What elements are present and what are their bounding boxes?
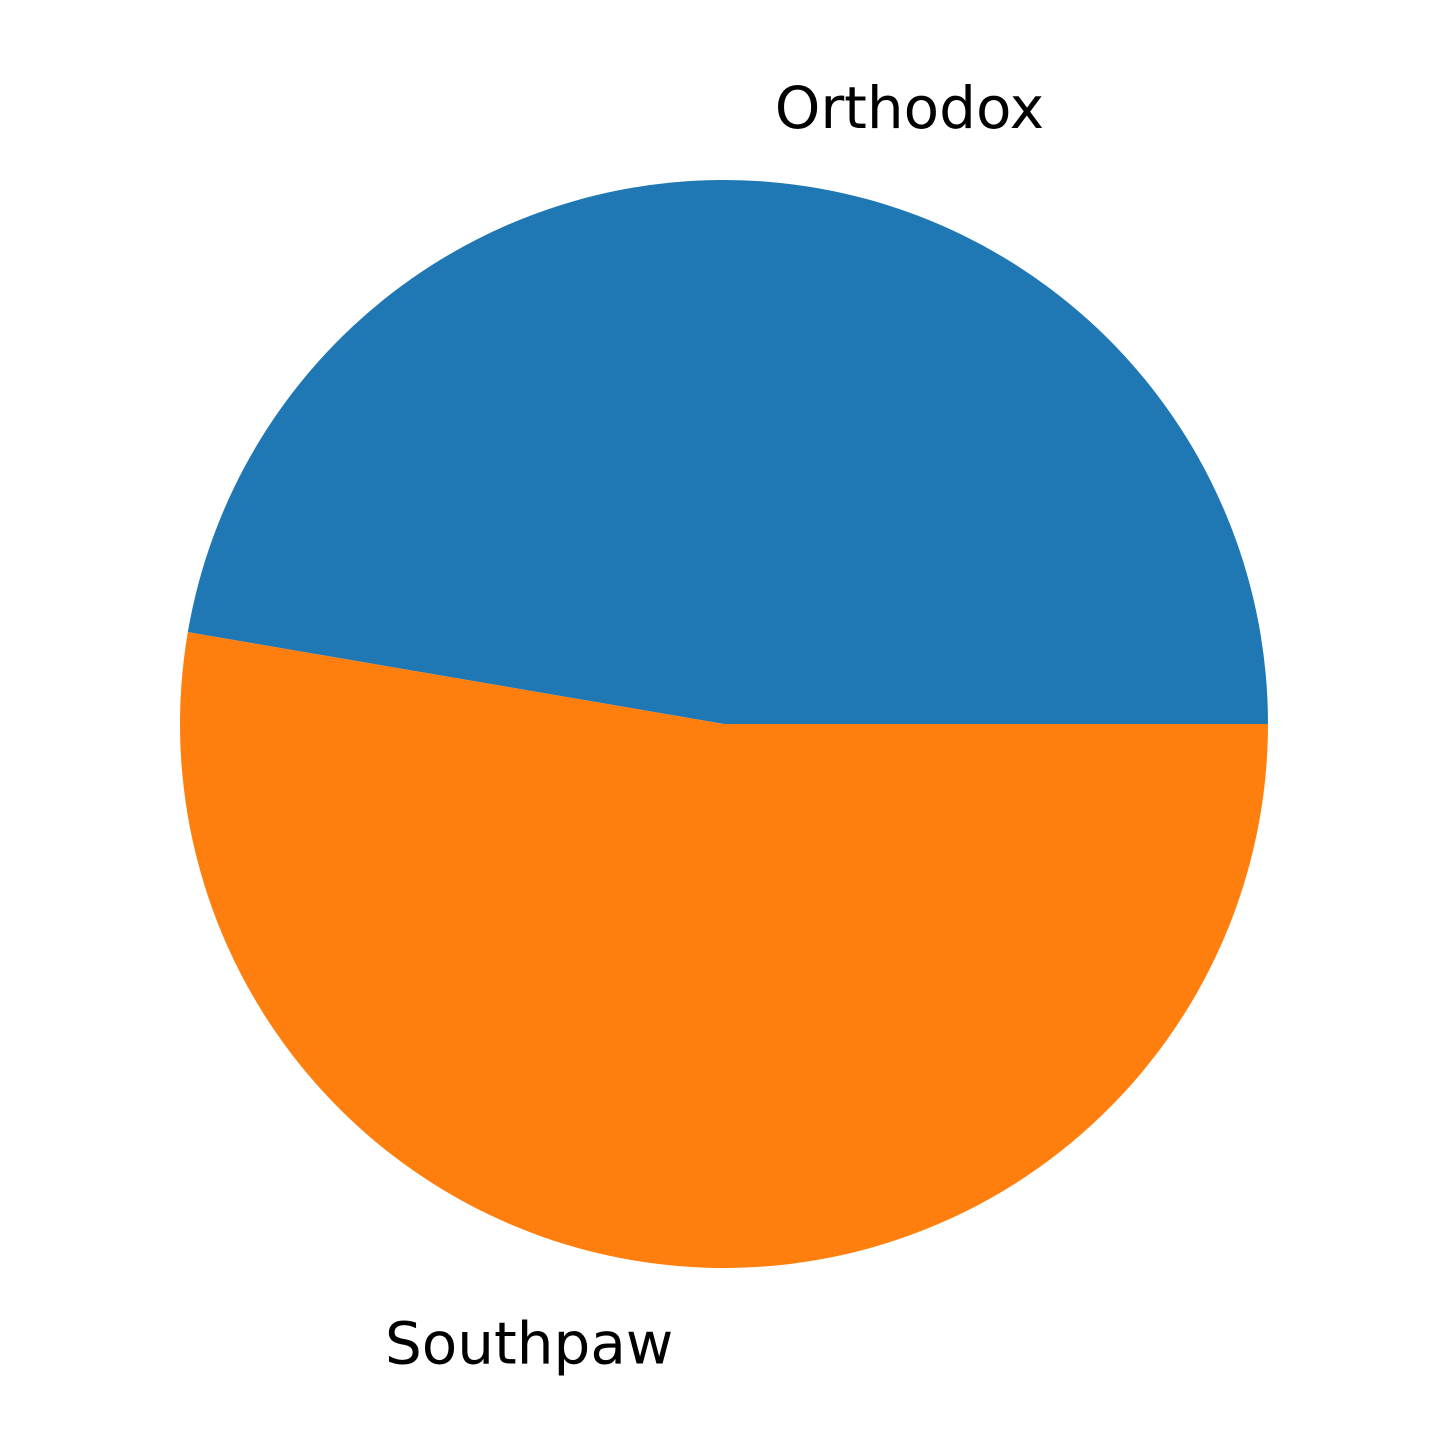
pie-slice-southpaw (179, 632, 1268, 1269)
pie-labels: Orthodox Southpaw (385, 74, 1044, 1378)
pie-label-southpaw: Southpaw (385, 1309, 673, 1377)
pie-label-orthodox: Orthodox (775, 74, 1044, 142)
pie-slices (179, 180, 1269, 1269)
pie-slice-orthodox (187, 180, 1269, 724)
